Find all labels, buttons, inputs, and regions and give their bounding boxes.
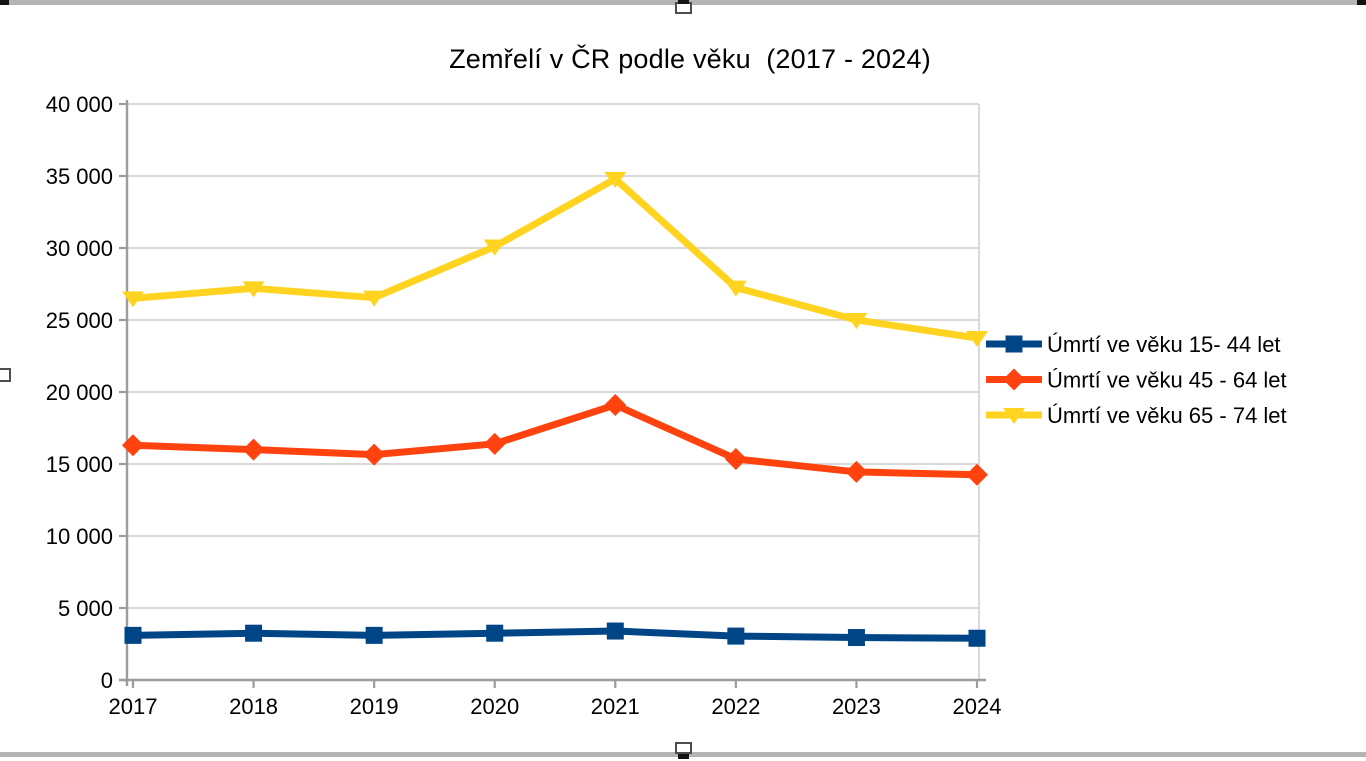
data-point-marker[interactable] [363, 443, 386, 466]
x-tick-label[interactable]: 2020 [470, 694, 519, 719]
y-tick-label[interactable]: 40 000 [46, 92, 113, 117]
x-tick-label[interactable]: 2022 [711, 694, 760, 719]
x-tick-label[interactable]: 2018 [229, 694, 278, 719]
x-tick-label[interactable]: 2019 [350, 694, 399, 719]
data-point-marker[interactable] [483, 432, 506, 455]
series-0[interactable] [124, 622, 986, 647]
data-point-marker[interactable] [606, 622, 624, 640]
data-point-marker[interactable] [604, 393, 627, 416]
legend[interactable]: Úmrtí ve věku 15- 44 let Úmrtí ve věku 45… [986, 332, 1287, 428]
data-point-marker[interactable] [968, 629, 986, 647]
data-point-marker[interactable] [122, 434, 144, 457]
data-point-marker[interactable] [724, 280, 747, 297]
data-point-marker[interactable] [845, 313, 868, 329]
series-line[interactable] [132, 401, 978, 479]
series-1[interactable] [122, 393, 988, 486]
resize-handle-bottom[interactable] [675, 742, 692, 754]
data-point-marker[interactable] [845, 460, 868, 483]
series-2[interactable] [122, 171, 988, 347]
data-point-marker[interactable] [363, 290, 386, 307]
data-point-marker[interactable] [122, 291, 144, 308]
data-point-marker[interactable] [847, 629, 865, 647]
data-point-marker[interactable] [242, 281, 265, 298]
series-line[interactable] [132, 174, 978, 342]
chart-title[interactable]: Zemřelí v ČR podle věku (2017 - 2024) [449, 44, 931, 74]
data-point-marker[interactable] [365, 626, 383, 644]
legend-label[interactable]: Úmrtí ve věku 15- 44 let [1047, 332, 1281, 357]
data-point-marker[interactable] [604, 171, 627, 188]
x-tick-label[interactable]: 2024 [953, 694, 1002, 719]
series-line[interactable] [132, 627, 978, 642]
resize-handle-top-right[interactable] [1357, 0, 1366, 5]
resize-handle-top-cap[interactable] [678, 0, 689, 4]
y-tick-label[interactable]: 20 000 [46, 380, 113, 405]
y-tick-label[interactable]: 25 000 [46, 308, 113, 333]
y-tick-label[interactable]: 35 000 [46, 164, 113, 189]
y-tick-label[interactable]: 30 000 [46, 236, 113, 261]
legend-marker[interactable] [1005, 335, 1023, 353]
data-point-marker[interactable] [724, 447, 747, 470]
y-tick-label[interactable]: 15 000 [46, 452, 113, 477]
data-point-marker[interactable] [486, 624, 504, 642]
resize-handle-top-left[interactable] [0, 0, 9, 5]
x-tick-label[interactable]: 2017 [109, 694, 158, 719]
y-tick-label[interactable]: 10 000 [46, 524, 113, 549]
x-tick-label[interactable]: 2021 [591, 694, 640, 719]
y-tick-label[interactable]: 0 [101, 668, 113, 693]
data-point-marker[interactable] [124, 626, 142, 644]
resize-handle-bottom-cap[interactable] [678, 754, 689, 759]
data-point-marker[interactable] [727, 627, 745, 645]
data-point-marker[interactable] [966, 331, 988, 347]
y-tick-label[interactable]: 5 000 [58, 596, 113, 621]
data-point-marker[interactable] [245, 624, 263, 642]
legend-marker[interactable] [1003, 368, 1025, 391]
x-tick-label[interactable]: 2023 [832, 694, 881, 719]
data-point-marker[interactable] [966, 463, 988, 486]
data-point-marker[interactable] [242, 438, 265, 461]
legend-marker[interactable] [1003, 408, 1025, 424]
resize-handle-left[interactable] [0, 368, 11, 382]
legend-label[interactable]: Úmrtí ve věku 45 - 64 let [1047, 368, 1287, 393]
data-point-marker[interactable] [483, 239, 506, 256]
legend-label[interactable]: Úmrtí ve věku 65 - 74 let [1047, 403, 1287, 428]
